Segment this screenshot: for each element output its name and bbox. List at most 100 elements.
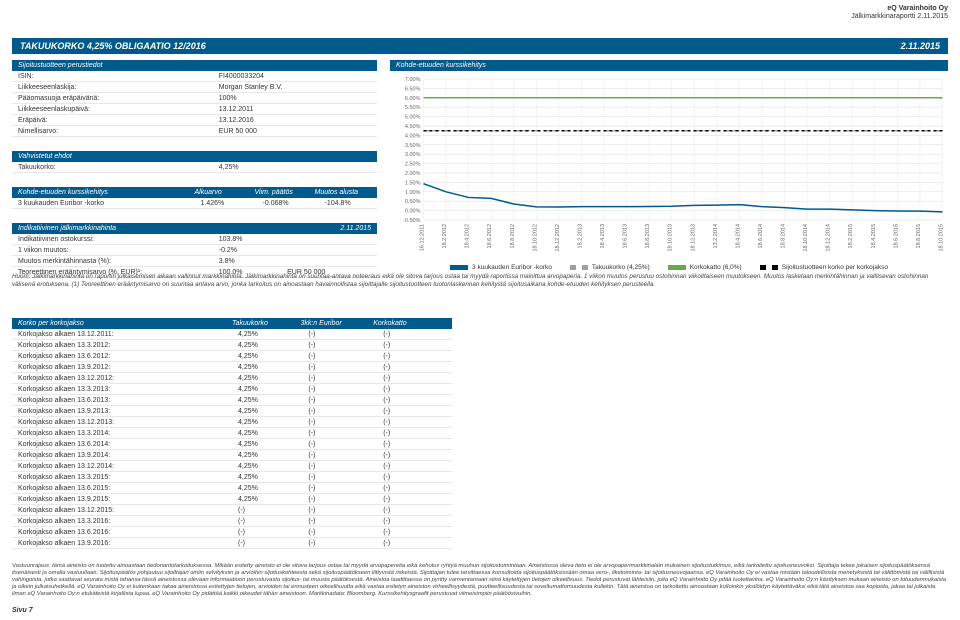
basic-key: Pääomasuoja eräpäivänä: bbox=[12, 93, 213, 104]
coupon-c3: (-) bbox=[377, 428, 452, 438]
coupon-key: Korkojakso alkaen 13.3.2016: bbox=[12, 516, 232, 526]
svg-text:5.00%: 5.00% bbox=[405, 115, 421, 121]
svg-text:4.00%: 4.00% bbox=[405, 133, 421, 139]
basic-key: ISIN: bbox=[12, 71, 213, 82]
legend-swatch bbox=[760, 265, 778, 270]
coupon-key: Korkojakso alkaen 13.9.2013: bbox=[12, 406, 232, 416]
indicative-header: Indikatiivinen jälkimarkkinahinta 2.11.2… bbox=[12, 223, 377, 234]
svg-text:18.10.2015: 18.10.2015 bbox=[939, 224, 945, 252]
svg-text:6.00%: 6.00% bbox=[405, 96, 421, 102]
coupon-c3: (-) bbox=[377, 461, 452, 471]
coupon-c2: (-) bbox=[302, 384, 377, 394]
basic-header: Sijoitustuotteen perustiedot bbox=[12, 60, 377, 71]
coupon-key: Korkojakso alkaen 13.9.2015: bbox=[12, 494, 232, 504]
svg-text:3.00%: 3.00% bbox=[405, 152, 421, 158]
coupon-key: Korkojakso alkaen 13.9.2014: bbox=[12, 450, 232, 460]
coupon-c3: (-) bbox=[377, 384, 452, 394]
coupon-c3: (-) bbox=[377, 527, 452, 537]
disclaimer: Vastuunrajaus: tämä aineisto on tuotettu… bbox=[12, 563, 948, 598]
u-c1: 1.426% bbox=[195, 198, 257, 209]
coupon-c1: 4,25% bbox=[232, 340, 302, 350]
ind-val: 3.8% bbox=[213, 256, 281, 267]
coupon-row: Korkojakso alkaen 13.12.2012:4,25%(-)(-) bbox=[12, 373, 452, 384]
coupon-c3: (-) bbox=[377, 406, 452, 416]
svg-text:18.8.2013: 18.8.2013 bbox=[645, 224, 651, 248]
coupon-c2: (-) bbox=[302, 417, 377, 427]
coupon-c1: 4,25% bbox=[232, 351, 302, 361]
legend-item: Korkokatto (6,0%) bbox=[668, 264, 742, 271]
svg-text:1.50%: 1.50% bbox=[405, 180, 421, 186]
svg-text:13.2.2014: 13.2.2014 bbox=[713, 224, 719, 248]
basic-val: 13.12.2016 bbox=[213, 115, 377, 126]
coupon-c2: (-) bbox=[302, 351, 377, 361]
coupon-row: Korkojakso alkaen 13.6.2013:4,25%(-)(-) bbox=[12, 395, 452, 406]
basic-key: Liikkeeseenlaskija: bbox=[12, 82, 213, 93]
coupon-c3: (-) bbox=[377, 450, 452, 460]
basic-val: 13.12.2011 bbox=[213, 104, 377, 115]
coupon-row: Korkojakso alkaen 13.3.2015:4,25%(-)(-) bbox=[12, 472, 452, 483]
coupon-table-wrap: Korko per korkojakso Takuukorko 3kk:n Eu… bbox=[12, 318, 452, 549]
svg-text:2.50%: 2.50% bbox=[405, 162, 421, 168]
svg-text:18.2.2015: 18.2.2015 bbox=[848, 224, 854, 248]
coupon-c1: 4,25% bbox=[232, 428, 302, 438]
svg-text:0.50%: 0.50% bbox=[405, 199, 421, 205]
ind-val: 103.8% bbox=[213, 234, 281, 245]
legend-label: Sijoitustuotteen korko per korkojakso bbox=[782, 264, 888, 271]
coupon-c3: (-) bbox=[377, 395, 452, 405]
legend-label: Korkokatto (6,0%) bbox=[690, 264, 742, 271]
coupon-c1: 4,25% bbox=[232, 472, 302, 482]
page-number: Sivu 7 bbox=[12, 607, 33, 614]
coupon-c1: 4,25% bbox=[232, 461, 302, 471]
coupon-c3: (-) bbox=[377, 373, 452, 383]
basic-val: Morgan Stanley B.V. bbox=[213, 82, 377, 93]
coupon-c2: (-) bbox=[302, 483, 377, 493]
coupon-row: Korkojakso alkaen 13.3.2016:(-)(-)(-) bbox=[12, 516, 452, 527]
coupon-key: Korkojakso alkaen 13.6.2014: bbox=[12, 439, 232, 449]
underlying-col3: Muutos alusta bbox=[315, 189, 371, 196]
indicative-header-date: 2.11.2015 bbox=[340, 225, 371, 232]
coupon-c1: 4,25% bbox=[232, 384, 302, 394]
coupon-key: Korkojakso alkaen 13.12.2011: bbox=[12, 329, 232, 339]
coupon-row: Korkojakso alkaen 13.3.2014:4,25%(-)(-) bbox=[12, 428, 452, 439]
coupon-key: Korkojakso alkaen 13.3.2014: bbox=[12, 428, 232, 438]
coupon-c1: (-) bbox=[232, 516, 302, 526]
basic-val: EUR 50 000 bbox=[213, 126, 377, 137]
coupon-c1: 4,25% bbox=[232, 362, 302, 372]
coupon-c1: 4,25% bbox=[232, 450, 302, 460]
basic-key: Liikkeeseenlaskupäivä: bbox=[12, 104, 213, 115]
coupon-c3: (-) bbox=[377, 505, 452, 515]
coupon-c2: (-) bbox=[302, 450, 377, 460]
svg-text:18.2.2012: 18.2.2012 bbox=[442, 224, 448, 248]
svg-text:18.12.2013: 18.12.2013 bbox=[690, 224, 696, 252]
coupon-c3: (-) bbox=[377, 340, 452, 350]
underlying-col1: Alkuarvo bbox=[195, 189, 255, 196]
title-bar: TAKUUKORKO 4,25% OBLIGAATIO 12/2016 2.11… bbox=[12, 38, 948, 54]
basic-val: FI4000033204 bbox=[213, 71, 377, 82]
coupon-c3: (-) bbox=[377, 362, 452, 372]
coupon-row: Korkojakso alkaen 13.12.2015:(-)(-)(-) bbox=[12, 505, 452, 516]
coupon-row: Korkojakso alkaen 13.6.2014:4,25%(-)(-) bbox=[12, 439, 452, 450]
coupon-key: Korkojakso alkaen 13.6.2015: bbox=[12, 483, 232, 493]
svg-text:18.12.2012: 18.12.2012 bbox=[555, 224, 561, 252]
confirmed-key: Takuukorko: bbox=[12, 162, 213, 173]
coupon-row: Korkojakso alkaen 13.6.2015:4,25%(-)(-) bbox=[12, 483, 452, 494]
coupon-c3: (-) bbox=[377, 472, 452, 482]
svg-text:18.6.2015: 18.6.2015 bbox=[893, 224, 899, 248]
coupon-c2: (-) bbox=[302, 340, 377, 350]
confirmed-val: 4,25% bbox=[213, 162, 377, 173]
legend-item: Takuukorko (4,25%) bbox=[570, 264, 650, 271]
coupon-c2: (-) bbox=[302, 428, 377, 438]
ind-key: Muutos merkintähinnasta (%): bbox=[12, 256, 213, 267]
coupon-key: Korkojakso alkaen 13.12.2014: bbox=[12, 461, 232, 471]
confirmed-table: Takuukorko:4,25% bbox=[12, 162, 377, 173]
coupon-row: Korkojakso alkaen 13.9.2014:4,25%(-)(-) bbox=[12, 450, 452, 461]
coupon-row: Korkojakso alkaen 13.9.2012:4,25%(-)(-) bbox=[12, 362, 452, 373]
coupon-row: Korkojakso alkaen 13.6.2012:4,25%(-)(-) bbox=[12, 351, 452, 362]
coupon-row: Korkojakso alkaen 13.9.2015:4,25%(-)(-) bbox=[12, 494, 452, 505]
ind-val: -0.2% bbox=[213, 245, 281, 256]
underlying-col2: Viim. päätös bbox=[255, 189, 315, 196]
coupon-c2: (-) bbox=[302, 516, 377, 526]
coupon-c2: (-) bbox=[302, 362, 377, 372]
coupon-c2: (-) bbox=[302, 461, 377, 471]
basic-table: ISIN:FI4000033204Liikkeeseenlaskija:Morg… bbox=[12, 71, 377, 137]
